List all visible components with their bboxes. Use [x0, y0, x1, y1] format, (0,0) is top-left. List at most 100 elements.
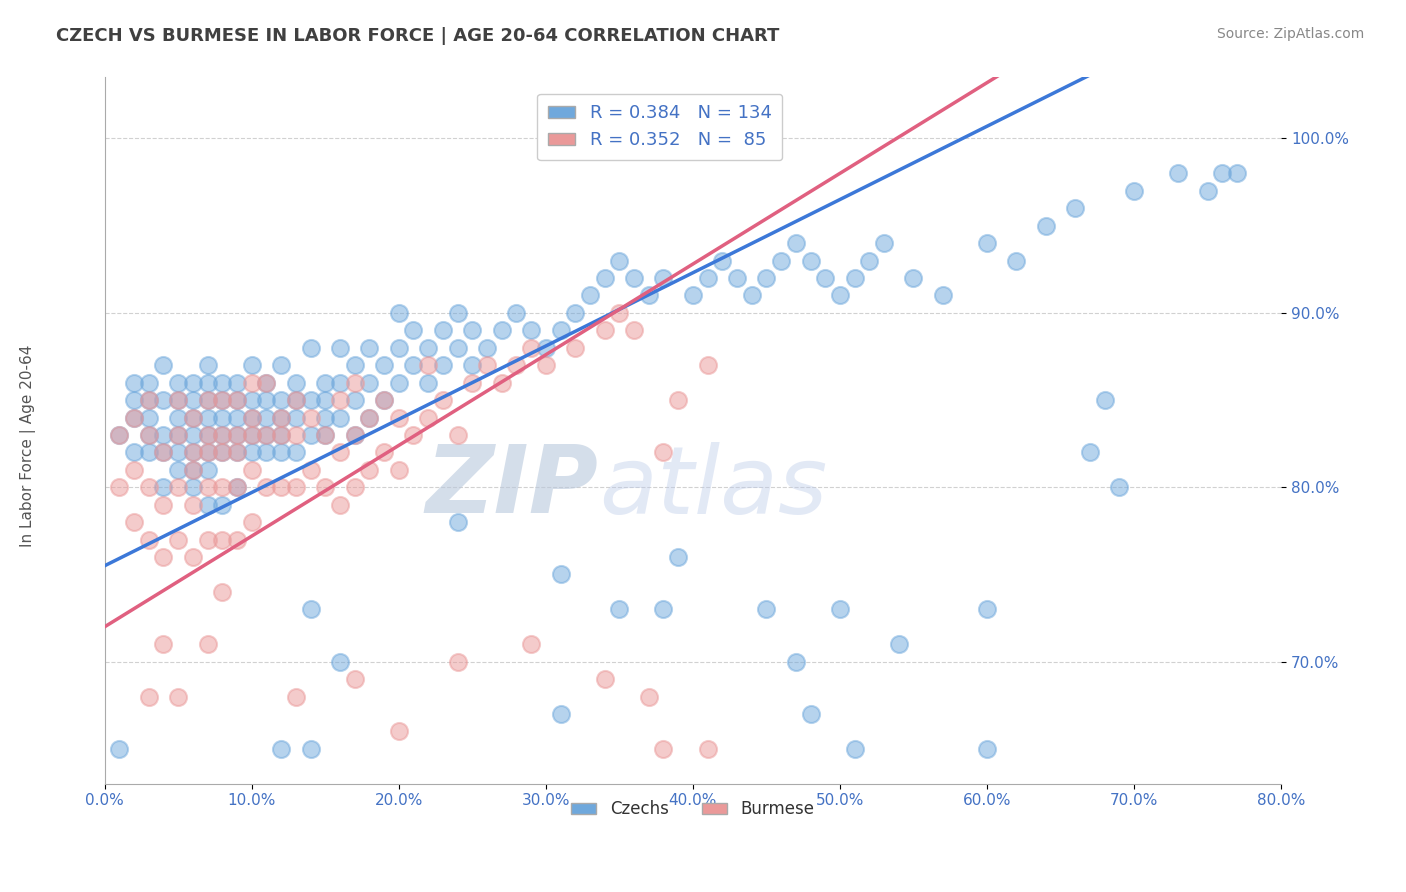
Point [314, 428, 336, 442]
Point [1108, 480, 1130, 494]
Point [1197, 184, 1219, 198]
Point [284, 393, 307, 408]
Point [226, 376, 249, 390]
Point [696, 358, 718, 372]
Point [197, 376, 219, 390]
Point [461, 376, 484, 390]
Point [564, 341, 586, 355]
Point [652, 742, 675, 756]
Point [122, 410, 145, 425]
Point [240, 393, 263, 408]
Point [152, 445, 174, 459]
Point [844, 742, 866, 756]
Point [446, 306, 468, 320]
Point [932, 288, 955, 302]
Point [299, 602, 322, 616]
Point [152, 358, 174, 372]
Point [402, 323, 425, 337]
Point [755, 271, 778, 285]
Point [314, 480, 336, 494]
Point [240, 428, 263, 442]
Point [858, 253, 880, 268]
Point [903, 271, 925, 285]
Point [211, 480, 233, 494]
Point [226, 393, 249, 408]
Point [181, 428, 204, 442]
Point [329, 498, 352, 512]
Point [359, 341, 381, 355]
Point [579, 288, 602, 302]
Point [1123, 184, 1146, 198]
Text: atlas: atlas [599, 442, 827, 533]
Point [211, 376, 233, 390]
Point [475, 341, 498, 355]
Point [491, 376, 513, 390]
Point [666, 393, 689, 408]
Point [226, 445, 249, 459]
Point [197, 428, 219, 442]
Point [314, 376, 336, 390]
Point [461, 323, 484, 337]
Point [226, 533, 249, 547]
Point [976, 742, 998, 756]
Point [1064, 201, 1087, 215]
Point [446, 341, 468, 355]
Point [976, 602, 998, 616]
Point [609, 306, 631, 320]
Point [167, 690, 190, 704]
Point [197, 428, 219, 442]
Point [418, 410, 440, 425]
Point [226, 428, 249, 442]
Point [240, 358, 263, 372]
Point [284, 480, 307, 494]
Point [828, 288, 851, 302]
Point [197, 445, 219, 459]
Point [373, 393, 395, 408]
Point [197, 410, 219, 425]
Point [138, 393, 160, 408]
Point [696, 742, 718, 756]
Point [314, 410, 336, 425]
Point [446, 428, 468, 442]
Point [359, 410, 381, 425]
Point [167, 463, 190, 477]
Point [418, 376, 440, 390]
Point [240, 376, 263, 390]
Point [1211, 166, 1233, 180]
Point [270, 428, 292, 442]
Point [725, 271, 748, 285]
Point [138, 690, 160, 704]
Point [138, 480, 160, 494]
Point [197, 445, 219, 459]
Point [167, 393, 190, 408]
Point [254, 428, 277, 442]
Point [550, 567, 572, 582]
Point [152, 393, 174, 408]
Point [329, 655, 352, 669]
Point [284, 376, 307, 390]
Point [593, 271, 616, 285]
Point [270, 410, 292, 425]
Point [197, 463, 219, 477]
Point [402, 358, 425, 372]
Point [432, 323, 454, 337]
Point [593, 672, 616, 686]
Point [828, 602, 851, 616]
Point [108, 742, 131, 756]
Point [211, 393, 233, 408]
Point [1078, 445, 1101, 459]
Point [844, 271, 866, 285]
Text: CZECH VS BURMESE IN LABOR FORCE | AGE 20-64 CORRELATION CHART: CZECH VS BURMESE IN LABOR FORCE | AGE 20… [56, 27, 779, 45]
Point [181, 498, 204, 512]
Point [197, 498, 219, 512]
Text: ZIP: ZIP [426, 441, 599, 533]
Point [152, 549, 174, 564]
Point [388, 463, 411, 477]
Point [108, 480, 131, 494]
Point [181, 480, 204, 494]
Point [254, 410, 277, 425]
Point [152, 480, 174, 494]
Point [388, 376, 411, 390]
Point [329, 410, 352, 425]
Point [418, 341, 440, 355]
